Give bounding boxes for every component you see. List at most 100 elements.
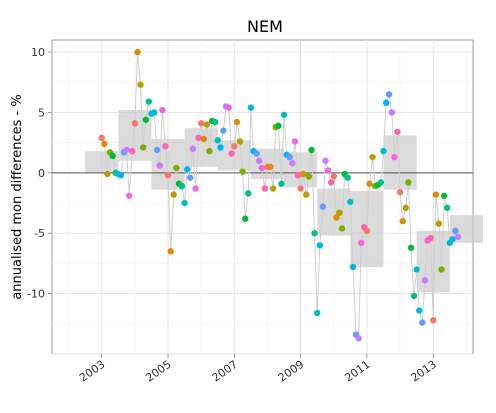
data-point [308, 146, 315, 154]
data-point [150, 109, 158, 116]
data-point [123, 146, 130, 154]
data-point [402, 204, 409, 212]
data-point [385, 91, 393, 98]
data-point [217, 144, 224, 151]
x-tick-label: 2005 [143, 358, 173, 385]
data-point [173, 164, 180, 172]
data-point [396, 188, 404, 196]
data-point [286, 153, 293, 161]
data-point [391, 153, 398, 161]
data-point [178, 182, 186, 190]
data-point [427, 234, 434, 242]
data-point [211, 118, 219, 126]
data-point [399, 217, 406, 225]
data-point [214, 137, 221, 144]
data-point [192, 185, 199, 192]
chart-title: NEM [247, 17, 283, 36]
data-points [98, 48, 462, 342]
data-point [380, 147, 387, 155]
data-point [344, 174, 351, 181]
data-point [126, 192, 133, 199]
data-point [159, 106, 166, 114]
data-point [225, 104, 232, 111]
data-point [184, 166, 191, 173]
data-point [305, 173, 313, 180]
data-point [294, 172, 302, 179]
data-point [275, 122, 282, 129]
data-point [187, 174, 194, 181]
data-point [291, 138, 299, 145]
data-point [377, 179, 385, 186]
y-axis-ticks: -10 -5 0 5 10 [27, 46, 52, 301]
data-point [336, 209, 343, 216]
data-point [236, 138, 244, 145]
x-tick-label: 2007 [210, 358, 240, 385]
data-point [261, 185, 269, 192]
data-point [228, 150, 235, 157]
data-point [410, 292, 418, 300]
data-point [269, 185, 277, 192]
data-point [278, 180, 285, 187]
y-tick-label: 0 [38, 167, 45, 180]
grid-lines [52, 40, 473, 355]
data-point [98, 134, 105, 142]
data-point [289, 159, 296, 167]
series-line [101, 52, 459, 340]
data-point [355, 335, 362, 342]
y-tick-label: 5 [38, 106, 45, 119]
data-point [394, 128, 401, 135]
data-point [139, 144, 147, 151]
x-tick-label: 2009 [276, 358, 306, 385]
data-point [247, 104, 255, 111]
data-point [167, 248, 174, 255]
data-point [195, 134, 202, 142]
data-point [253, 150, 260, 157]
data-point [104, 170, 111, 178]
data-point [280, 111, 288, 119]
data-point [297, 185, 304, 192]
data-point [101, 140, 108, 148]
data-point [330, 173, 337, 180]
data-point [338, 225, 346, 232]
data-point [131, 120, 139, 127]
data-point [164, 172, 172, 179]
data-point [324, 167, 332, 174]
data-point [369, 153, 376, 161]
data-point [413, 266, 420, 273]
data-point [117, 172, 125, 179]
data-point [430, 316, 437, 324]
data-point [435, 220, 443, 227]
data-point [438, 266, 445, 273]
data-point [311, 230, 318, 237]
data-point [358, 239, 365, 247]
data-point [407, 244, 415, 251]
data-point [303, 191, 310, 198]
data-point [322, 157, 329, 164]
x-axis-ticks: 2003 2005 2007 2009 2011 2013 [77, 354, 439, 385]
data-point [300, 170, 307, 178]
data-point [452, 227, 459, 235]
data-point [162, 143, 169, 150]
data-point [134, 48, 141, 56]
data-point [347, 198, 354, 206]
data-point [266, 163, 274, 171]
data-point [203, 121, 211, 128]
y-tick-label: -10 [27, 288, 45, 301]
plot-panel [51, 39, 474, 355]
data-point [129, 147, 136, 155]
data-point [109, 152, 116, 160]
annual-band [184, 128, 218, 167]
data-point [316, 242, 324, 249]
data-point [419, 319, 426, 326]
y-tick-label: 10 [31, 46, 45, 59]
data-point [333, 214, 340, 221]
data-point [142, 116, 150, 123]
data-point [440, 192, 448, 199]
data-point [319, 203, 327, 210]
y-axis-label: annualised mon differences - % [10, 94, 25, 299]
data-point [349, 263, 357, 271]
data-point [200, 135, 208, 143]
x-tick-label: 2003 [77, 358, 107, 385]
data-point [454, 233, 462, 241]
